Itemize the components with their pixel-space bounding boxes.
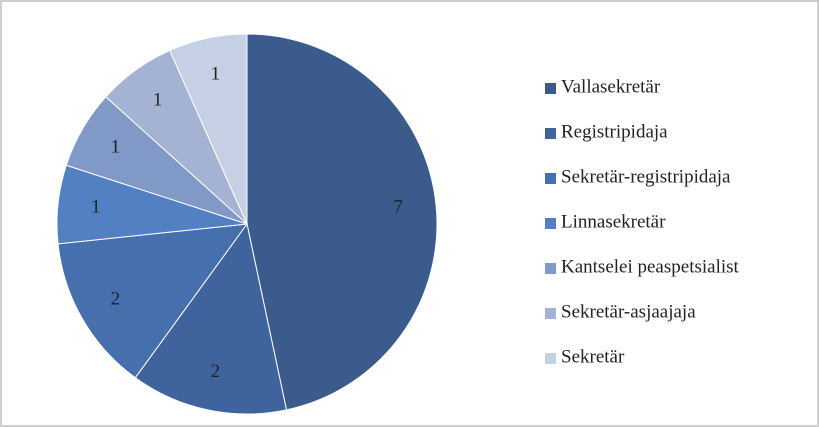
legend-swatch (545, 263, 556, 274)
legend-swatch (545, 353, 556, 364)
legend-swatch (545, 218, 556, 229)
legend-label: Kantselei peaspetsialist (561, 256, 740, 277)
legend-swatch (545, 173, 556, 184)
data-label: 1 (91, 196, 101, 217)
data-label: 2 (211, 361, 221, 382)
pie-slice (246, 33, 438, 411)
legend-label: Sekretär-asjaajaja (561, 301, 696, 322)
pie-slice (57, 223, 249, 379)
legend-swatch (545, 308, 556, 319)
legend-label: Sekretär (561, 346, 625, 367)
legend-swatch (545, 83, 556, 94)
pie-slice (134, 222, 288, 415)
data-label: 2 (111, 288, 121, 309)
data-label: 7 (393, 196, 403, 217)
legend-swatch (545, 128, 556, 139)
legend-label: Sekretär-registripidaja (561, 166, 731, 187)
data-label: 1 (211, 64, 221, 85)
legend-label: Linnasekretär (561, 211, 666, 232)
pie-slice (169, 33, 248, 225)
data-label: 1 (153, 89, 163, 110)
legend-label: Registripidaja (561, 121, 668, 142)
data-label: 1 (111, 136, 121, 157)
legend-label: Vallasekretär (561, 76, 661, 97)
